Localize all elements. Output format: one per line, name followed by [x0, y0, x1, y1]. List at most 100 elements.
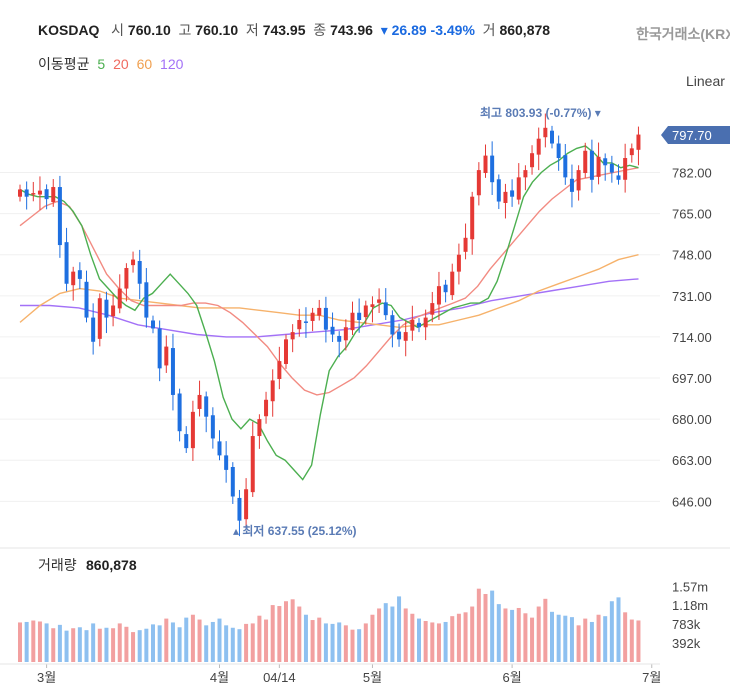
ma-legend-20[interactable]: 20: [113, 56, 129, 72]
volume-bar: [310, 620, 315, 662]
candle-body: [44, 189, 49, 200]
candle: [470, 191, 475, 255]
candle: [157, 320, 162, 382]
candle-body: [397, 331, 402, 340]
volume-bar: [264, 619, 269, 662]
price-tick-label: 646.00: [672, 494, 712, 509]
candle: [77, 262, 82, 290]
candle-body: [317, 307, 322, 316]
candle: [264, 391, 269, 424]
volume-bar: [397, 596, 402, 662]
volume-bar: [303, 614, 308, 662]
candle-body: [91, 317, 96, 342]
volume-bar: [536, 606, 541, 662]
candle-body: [250, 436, 255, 493]
candle: [636, 126, 641, 166]
candle: [237, 489, 242, 537]
candle-body: [184, 434, 189, 449]
volume-bar: [569, 617, 574, 662]
volume-bar: [44, 623, 49, 662]
candle-body: [104, 299, 109, 318]
volume-bar: [197, 619, 202, 662]
volume-bar: [436, 623, 441, 662]
ma60-line: [19, 254, 639, 329]
candle-body: [190, 411, 195, 449]
candle-body: [536, 138, 541, 155]
candle: [609, 155, 614, 183]
candle-body: [290, 332, 295, 340]
candle-body: [456, 254, 461, 272]
volume-bar: [57, 624, 62, 662]
candle-body: [370, 304, 375, 307]
candle: [24, 181, 29, 210]
candle-body: [576, 170, 581, 191]
candle: [277, 346, 282, 390]
candle-body: [151, 320, 155, 329]
volume-bar: [111, 628, 116, 662]
volume-bar: [456, 613, 461, 662]
candle: [117, 274, 122, 314]
price-tick-label: 680.00: [672, 412, 712, 427]
volume-bar: [244, 623, 249, 662]
volume-bar: [476, 588, 481, 662]
candle: [483, 144, 488, 178]
volume-bar: [357, 629, 362, 662]
volume-bar: [430, 622, 435, 662]
scale-toggle[interactable]: Linear: [686, 73, 725, 89]
volume-bar: [496, 604, 501, 662]
candle-body: [37, 190, 42, 195]
volume-bar: [137, 630, 142, 662]
volume-tick-label: 392k: [672, 636, 701, 651]
volume-bar: [323, 623, 328, 662]
volume-bar: [636, 620, 641, 662]
candle: [589, 139, 594, 193]
ma-legend-120[interactable]: 120: [160, 56, 184, 72]
volume-bar: [576, 625, 581, 662]
candle: [250, 421, 255, 497]
candle: [417, 318, 421, 333]
ma-legend: 이동평균 5 20 60 120: [38, 54, 187, 74]
candle: [71, 266, 76, 301]
candles: [18, 113, 641, 537]
time-tick-label: 7월: [642, 670, 661, 685]
volume-bar: [237, 629, 242, 662]
ma60-line-layer: [19, 254, 639, 329]
time-tick-label: 3월: [37, 670, 56, 685]
candle: [151, 315, 155, 334]
candle: [57, 175, 62, 258]
candle: [403, 320, 408, 357]
candle: [436, 271, 441, 320]
ma-legend-5[interactable]: 5: [97, 56, 106, 72]
candle: [410, 305, 415, 341]
candle: [390, 310, 395, 348]
low-annotation: ▴ 최저 637.55 (25.12%): [233, 523, 357, 538]
candle: [224, 441, 229, 483]
candle: [84, 270, 89, 323]
volume-bar: [277, 606, 282, 662]
candle-body: [97, 298, 102, 339]
candle: [290, 324, 295, 353]
volume-bar: [64, 630, 69, 662]
ma120-line: [20, 278, 639, 338]
volume-tick-label: 1.18m: [672, 598, 708, 613]
candle-body: [337, 335, 342, 342]
candle: [543, 113, 548, 148]
candle: [629, 143, 634, 163]
volume-bar: [463, 612, 468, 662]
volume-bar: [510, 609, 515, 662]
candle-body: [323, 307, 328, 330]
candle: [131, 251, 136, 273]
candle: [323, 296, 328, 343]
candle: [523, 165, 528, 191]
ma-legend-60[interactable]: 60: [136, 56, 153, 72]
candle: [230, 462, 235, 504]
volume-bar: [583, 618, 588, 662]
candle-body: [403, 332, 408, 341]
candle-body: [330, 326, 335, 335]
time-tick-label: 4월: [210, 670, 229, 685]
candle: [317, 299, 322, 321]
candle: [210, 407, 215, 449]
candle: [430, 291, 435, 323]
price-axis: 782.00 765.00 748.00 731.00 714.00 697.00 680.…: [672, 166, 712, 510]
